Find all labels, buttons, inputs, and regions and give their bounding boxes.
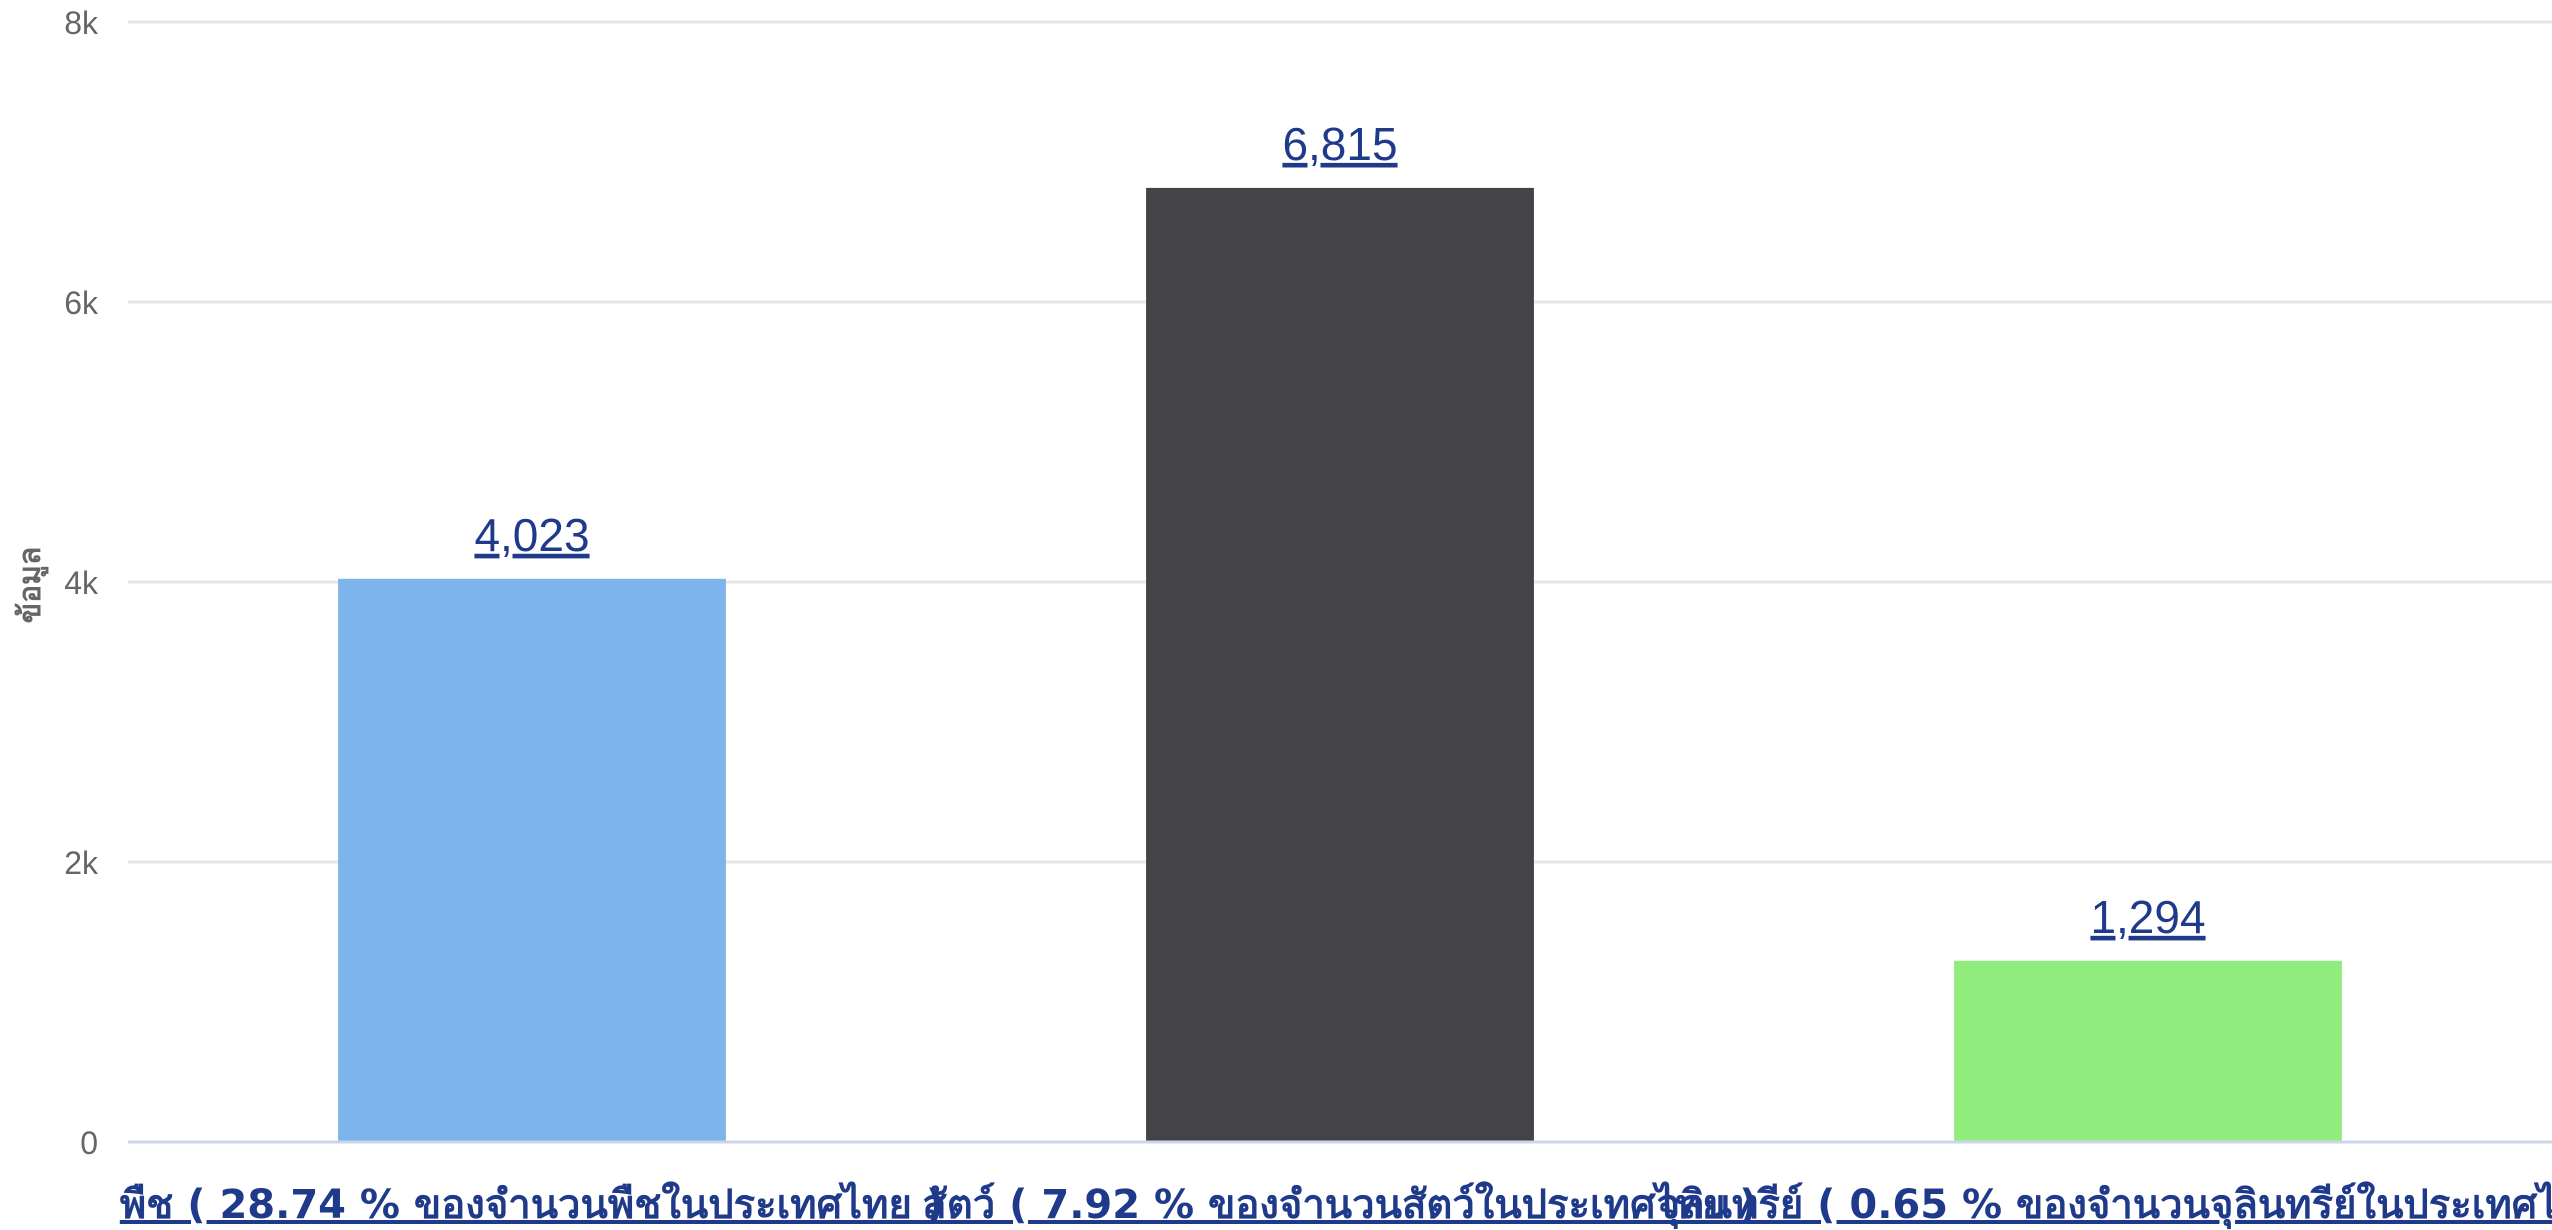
y-axis-ticks: 0 2k 4k 6k 8k (64, 5, 99, 1161)
y-tick-label: 4k (64, 565, 99, 601)
x-axis-labels: พืช ( 28.74 % ของจำนวนพืชในประเทศไทย )สั… (120, 1181, 2552, 1230)
x-category-label[interactable]: จุลินทรีย์ ( 0.65 % ของจำนวนจุลินทรีย์ใน… (1657, 1181, 2552, 1230)
bars (338, 187, 2342, 1142)
bar-data-label[interactable]: 6,815 (1282, 118, 1397, 170)
bar[interactable] (1954, 960, 2342, 1142)
x-category-label[interactable]: พืช ( 28.74 % ของจำนวนพืชในประเทศไทย ) (120, 1181, 944, 1228)
bar-data-label[interactable]: 4,023 (474, 509, 589, 561)
data-labels: 4,023 6,815 1,294 (474, 118, 2205, 943)
bar-data-label[interactable]: 1,294 (2090, 891, 2205, 943)
bar[interactable] (338, 578, 726, 1142)
y-axis-label: ข้อมูล (13, 547, 49, 624)
y-tick-label: 6k (64, 285, 99, 321)
bar[interactable] (1146, 187, 1534, 1142)
y-tick-label: 2k (64, 845, 99, 881)
y-tick-label: 8k (64, 5, 99, 41)
y-tick-label: 0 (80, 1125, 98, 1161)
x-category-label[interactable]: สัตว์ ( 7.92 % ของจำนวนสัตว์ในประเทศไทย … (922, 1181, 1757, 1228)
